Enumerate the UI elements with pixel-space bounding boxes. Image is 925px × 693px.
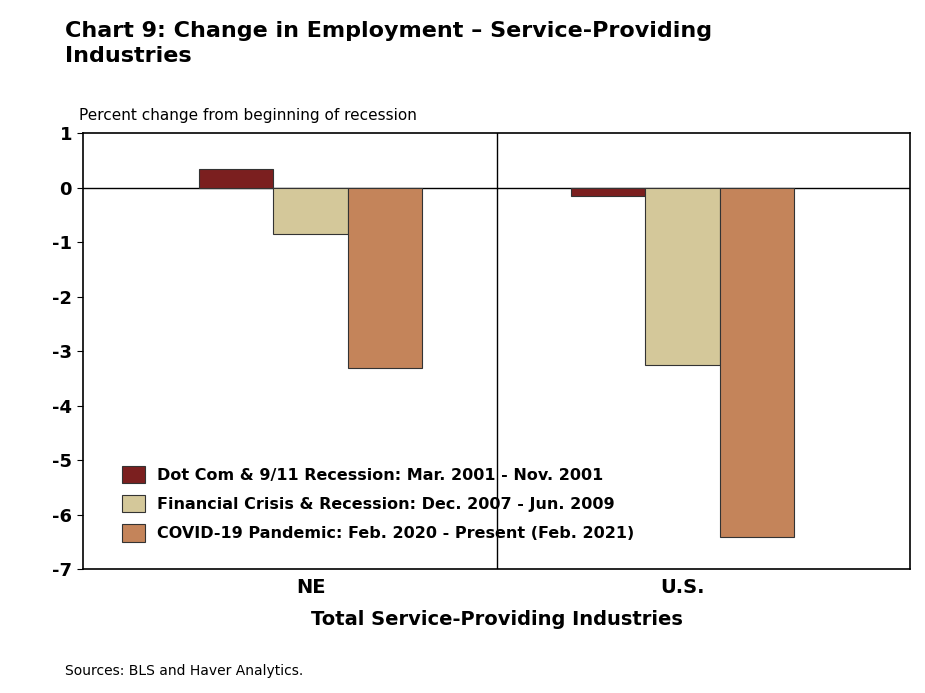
- Text: Chart 9: Change in Employment – Service-Providing
Industries: Chart 9: Change in Employment – Service-…: [65, 21, 712, 67]
- Bar: [720, 188, 795, 536]
- Bar: [348, 188, 422, 368]
- Bar: [646, 188, 720, 365]
- Bar: [199, 169, 273, 188]
- Bar: [571, 188, 646, 196]
- Text: Percent change from beginning of recession: Percent change from beginning of recessi…: [79, 107, 417, 123]
- Legend: Dot Com & 9/11 Recession: Mar. 2001 - Nov. 2001, Financial Crisis & Recession: D: Dot Com & 9/11 Recession: Mar. 2001 - No…: [116, 459, 641, 548]
- X-axis label: Total Service-Providing Industries: Total Service-Providing Industries: [311, 611, 683, 629]
- Text: Sources: BLS and Haver Analytics.: Sources: BLS and Haver Analytics.: [65, 664, 303, 678]
- Bar: [273, 188, 348, 234]
